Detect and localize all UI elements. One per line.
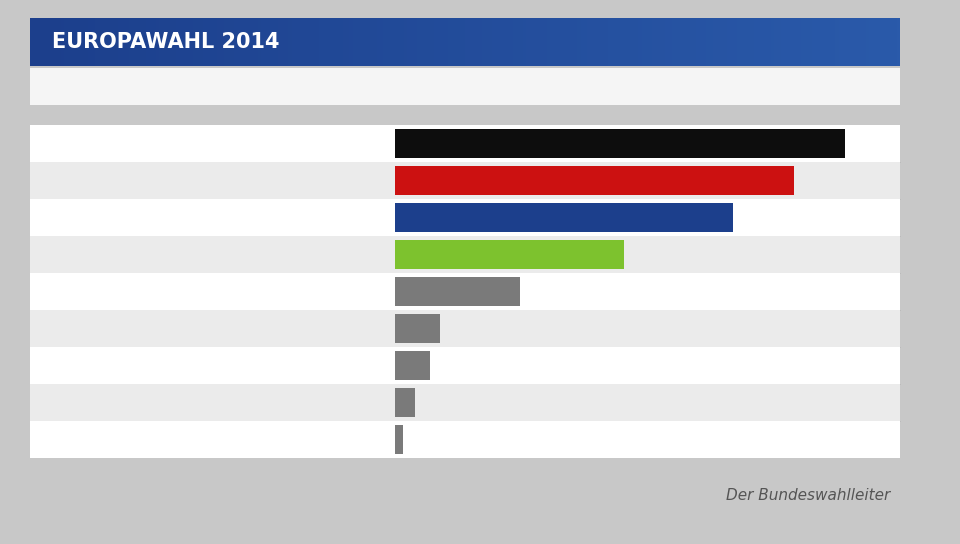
Text: BZÖ: BZÖ — [38, 432, 74, 447]
Text: Der Bundeswahlleiter: Der Bundeswahlleiter — [726, 487, 890, 503]
Text: 7,6: 7,6 — [362, 284, 389, 299]
Text: 1,2: 1,2 — [362, 395, 389, 410]
Text: 27,3: 27,3 — [351, 136, 389, 151]
Text: Europa Anders: Europa Anders — [38, 358, 164, 373]
Text: 2,1: 2,1 — [362, 358, 389, 373]
Text: ÖVP: ÖVP — [38, 136, 74, 151]
Text: Grüne: Grüne — [38, 247, 90, 262]
Text: 0,5: 0,5 — [362, 432, 389, 447]
Text: SPÖ: SPÖ — [38, 173, 73, 188]
Text: FPÖ: FPÖ — [38, 210, 73, 225]
Text: 24,2: 24,2 — [351, 173, 389, 188]
Text: 2,7: 2,7 — [362, 321, 389, 336]
Text: Neos: Neos — [38, 284, 81, 299]
Text: 13,9: 13,9 — [351, 247, 389, 262]
Text: EU Stop: EU Stop — [38, 321, 106, 336]
Text: Die Reformkonservativen: Die Reformkonservativen — [38, 395, 256, 410]
Text: EUROPAWAHL 2014: EUROPAWAHL 2014 — [52, 32, 279, 52]
Text: Vorl. Ergebnis (ohne Briefwahl): Europawahl 2014 in Österreich  in %: Vorl. Ergebnis (ohne Briefwahl): Europaw… — [32, 76, 603, 96]
Text: 20,5: 20,5 — [351, 210, 389, 225]
